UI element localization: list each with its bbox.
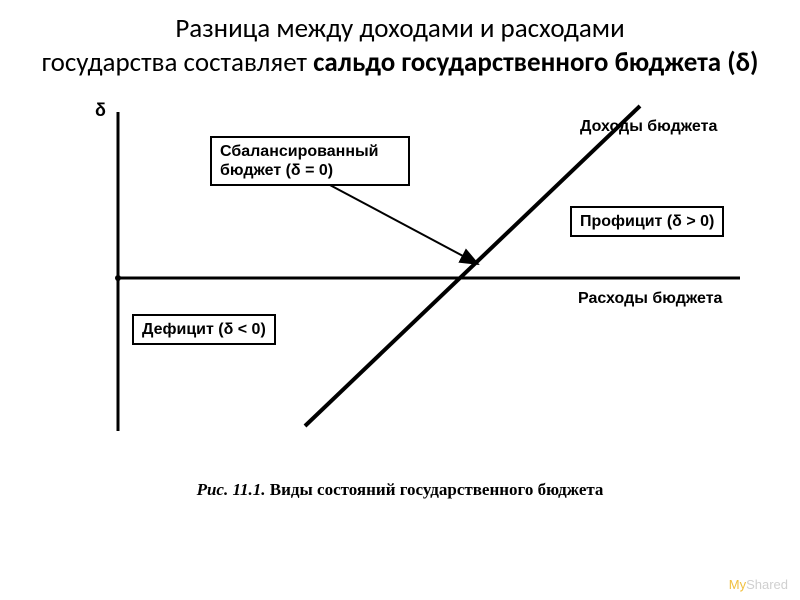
figure-caption: Рис. 11.1. Виды состояний государственно… (0, 480, 800, 500)
deficit-text: Дефицит (δ < 0) (142, 321, 266, 338)
proficit-text: Профицит (δ > 0) (580, 213, 714, 230)
watermark: MyShared (729, 577, 788, 592)
arrow-to-intersection (328, 184, 478, 264)
income-label: Доходы бюджета (580, 118, 717, 136)
deficit-box: Дефицит (δ < 0) (132, 314, 276, 345)
proficit-box: Профицит (δ > 0) (570, 206, 724, 237)
title-line2: государства составляет (42, 46, 314, 79)
caption-text: Виды состояний государственного бюджета (270, 480, 604, 499)
watermark-shared: Shared (746, 577, 788, 592)
expense-label: Расходы бюджета (578, 290, 722, 308)
title-bold: сальдо государственного бюджета (δ) (313, 46, 758, 79)
caption-fig-label: Рис. 11.1. (197, 480, 266, 499)
watermark-my: My (729, 577, 746, 592)
balanced-line2: бюджет (δ = 0) (220, 162, 333, 179)
chart-area: δ Сбалансированный бюджет (δ = 0) Дефици… (40, 96, 760, 456)
page-title: Разница между доходами и расходами госуд… (0, 0, 800, 88)
origin-dot (115, 275, 121, 281)
balanced-budget-box: Сбалансированный бюджет (δ = 0) (210, 136, 410, 186)
balanced-line1: Сбалансированный (220, 143, 378, 160)
title-line1: Разница между доходами и расходами (175, 12, 624, 45)
y-axis-delta-label: δ (95, 100, 106, 121)
